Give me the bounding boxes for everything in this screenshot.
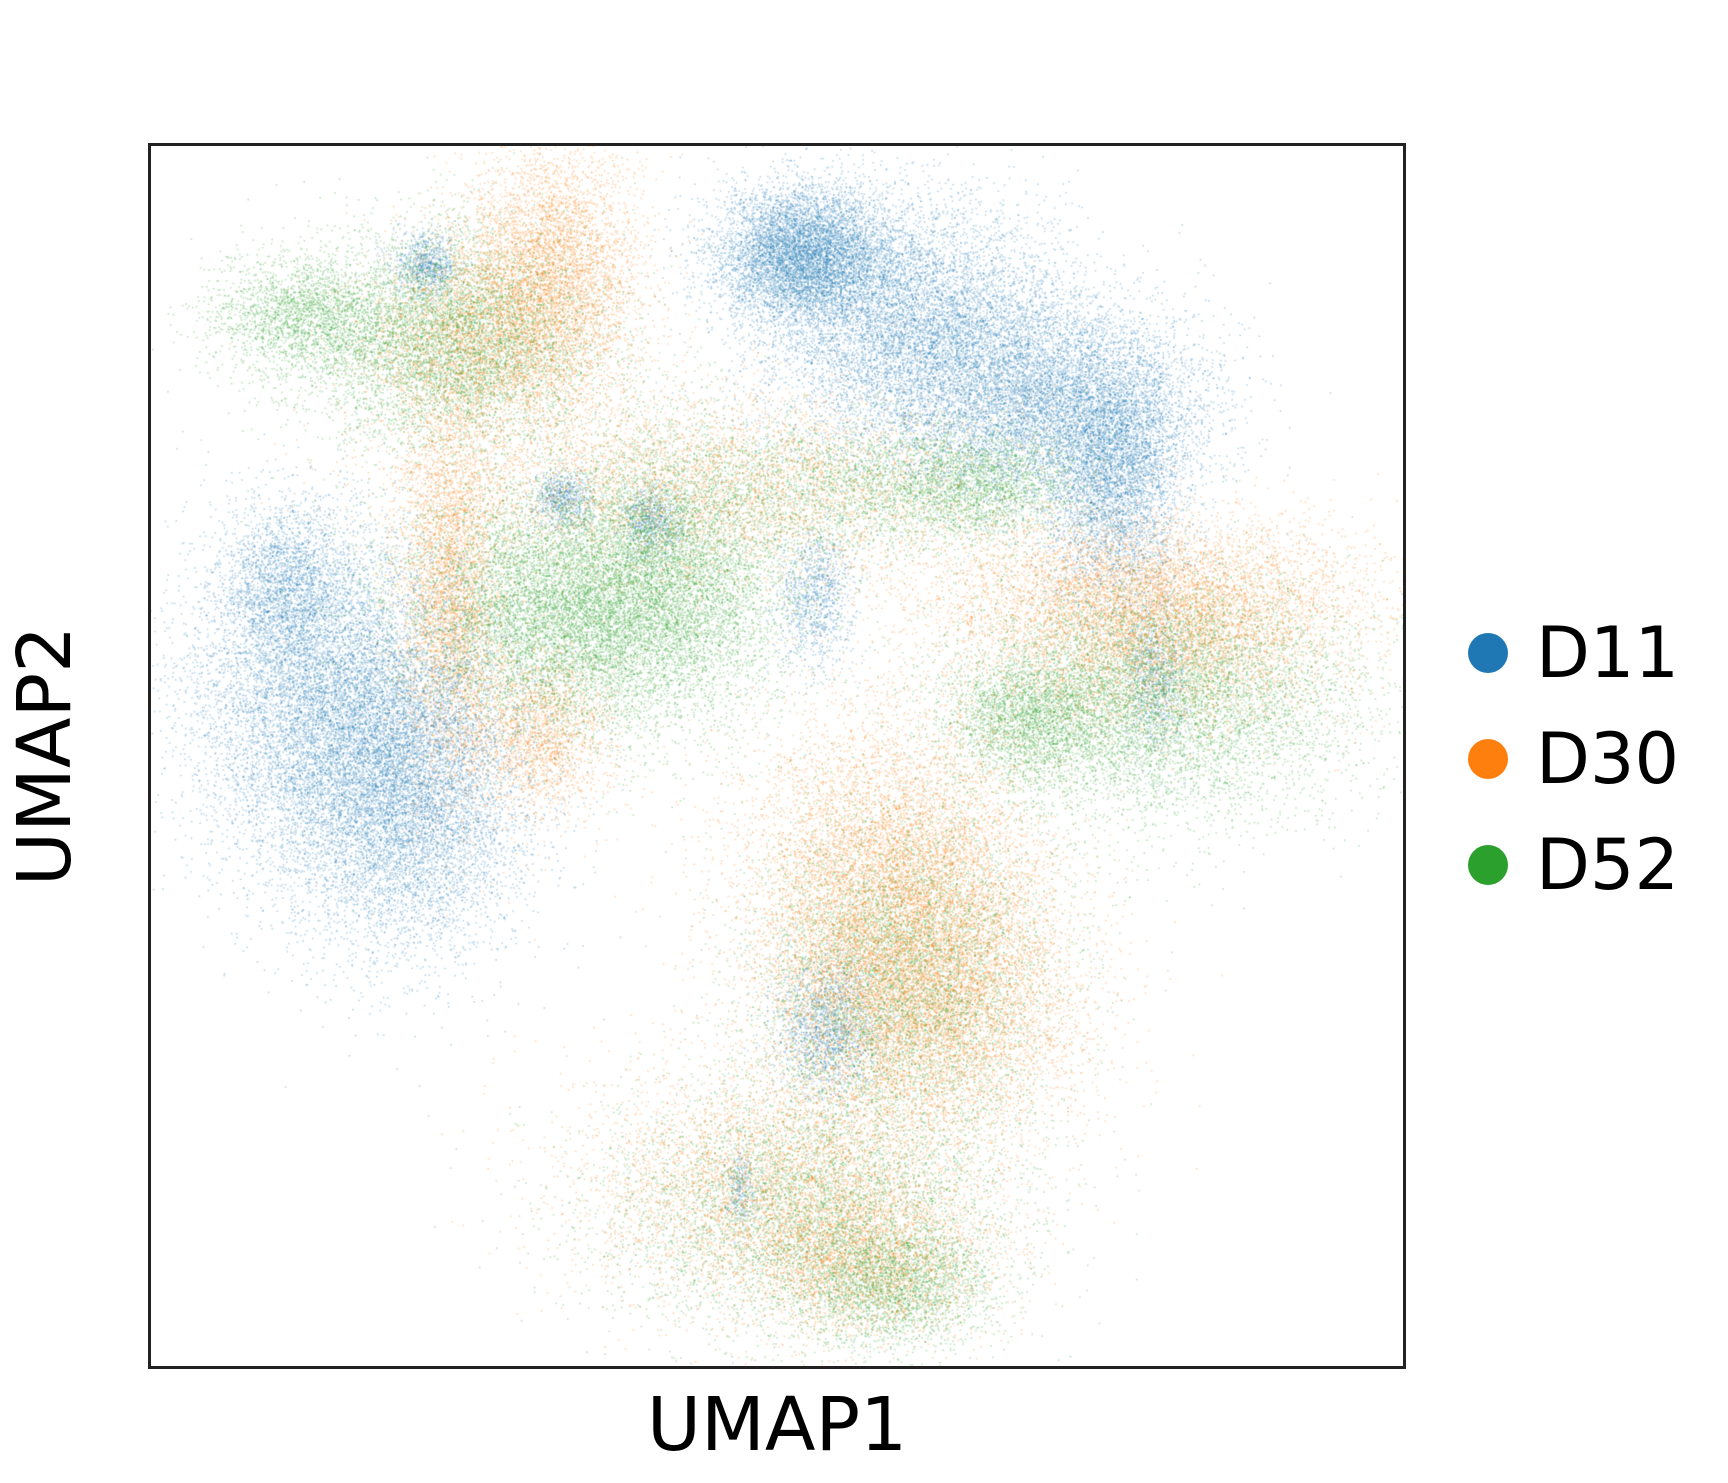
legend-label-d52: D52 [1536,824,1679,906]
y-axis-label: UMAP2 [2,625,88,887]
legend-item-d11: D11 [1468,600,1679,706]
legend-label-d11: D11 [1536,612,1679,694]
legend-marker-d30 [1468,739,1508,779]
x-axis-label: UMAP1 [646,1382,908,1468]
legend-marker-d11 [1468,633,1508,673]
legend-label-d30: D30 [1536,718,1679,800]
legend-marker-d52 [1468,845,1508,885]
legend-item-d52: D52 [1468,812,1679,918]
legend-item-d30: D30 [1468,706,1679,812]
legend: D11 D30 D52 [1468,600,1679,918]
scatter-points-canvas [148,143,1406,1369]
